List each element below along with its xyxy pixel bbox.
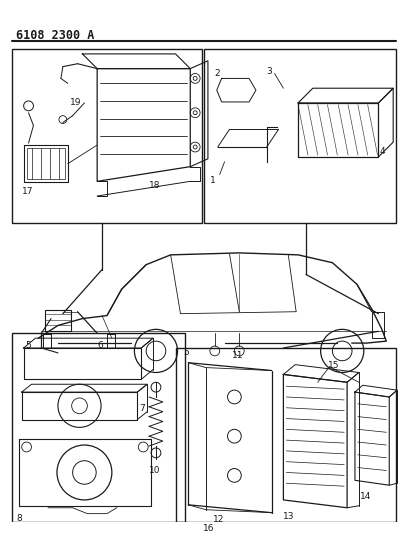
Bar [12,49,202,223]
Text: 12: 12 [213,515,224,523]
Bar [372,312,384,338]
Text: 1: 1 [210,176,216,185]
Text: 2: 2 [215,69,220,78]
Text: 7: 7 [139,404,145,413]
Text: 18: 18 [149,181,161,190]
Bar [45,310,71,332]
Bar [204,49,396,223]
Text: 13: 13 [284,512,295,521]
Text: 5: 5 [26,341,31,350]
Text: 17: 17 [22,187,33,196]
Text: 16: 16 [203,524,215,533]
Text: 10: 10 [149,466,161,474]
Bar [12,333,185,522]
Text: 8: 8 [17,514,22,523]
Text: 15: 15 [328,361,339,370]
Text: 3: 3 [267,67,273,76]
Bar [24,145,68,182]
Text: 6: 6 [97,341,103,350]
Text: 19: 19 [70,98,81,107]
Text: 5: 5 [184,348,189,357]
Text: 6108 2300 A: 6108 2300 A [16,29,94,43]
Text: 11: 11 [233,351,244,360]
Bar [175,348,396,522]
Text: 4: 4 [379,147,385,156]
Bar [27,148,65,180]
Text: 14: 14 [360,492,371,501]
